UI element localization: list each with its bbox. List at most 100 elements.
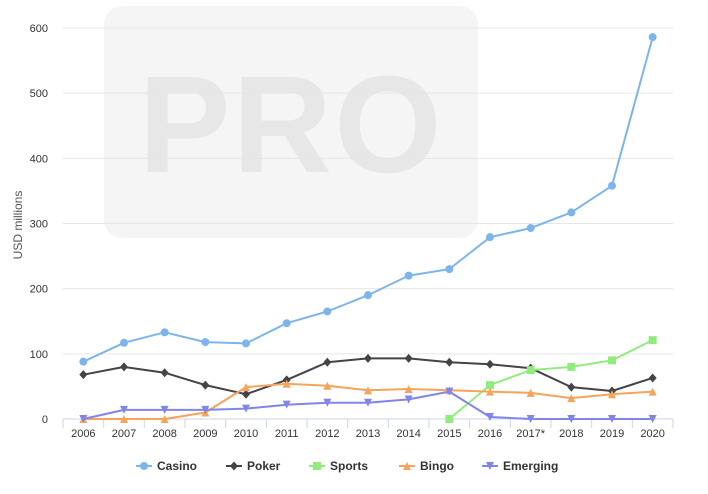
- legend-item-poker: Poker: [226, 459, 281, 473]
- legend: Casino Poker Sports Bingo Emerging: [136, 459, 558, 473]
- data-point-casino: [323, 307, 332, 316]
- x-tick-label: 2008: [152, 428, 176, 440]
- data-point-emerging: [201, 405, 210, 414]
- x-tick-label: 2019: [600, 428, 624, 440]
- series-bingo: [79, 379, 657, 423]
- series-casino: [79, 33, 657, 366]
- series-emerging: [79, 387, 657, 423]
- legend-marker-casino: [140, 462, 148, 470]
- y-tick-label: 300: [30, 219, 48, 231]
- data-point-sports: [648, 336, 657, 345]
- data-point-sports: [486, 381, 494, 390]
- data-point-bingo: [160, 415, 169, 423]
- data-point-casino: [79, 357, 88, 366]
- data-point-emerging: [404, 395, 413, 404]
- y-tick-label: 0: [42, 414, 48, 426]
- data-point-casino: [160, 328, 169, 337]
- series-line-sports: [448, 339, 654, 420]
- data-point-emerging: [567, 415, 576, 423]
- data-point-poker: [445, 357, 454, 367]
- legend-label-bingo: Bingo: [420, 459, 454, 473]
- legend-label-sports: Sports: [330, 459, 368, 473]
- y-tick-label: 100: [30, 349, 48, 361]
- x-tick-label: 2013: [356, 428, 380, 440]
- data-point-casino: [608, 181, 616, 190]
- data-point-emerging: [608, 415, 616, 423]
- data-point-casino: [404, 271, 413, 280]
- legend-item-casino: Casino: [136, 459, 197, 473]
- data-point-poker: [648, 373, 657, 383]
- x-tick-label: 2017*: [516, 428, 545, 440]
- legend-label-poker: Poker: [247, 459, 281, 473]
- data-point-emerging: [364, 398, 372, 407]
- legend-marker-poker: [230, 461, 238, 471]
- grid-lines: [63, 27, 673, 355]
- x-tick-label: 2011: [275, 428, 299, 440]
- data-point-casino: [201, 338, 210, 347]
- data-point-poker: [160, 368, 169, 378]
- data-point-poker: [364, 353, 372, 363]
- x-tick-label: 2010: [234, 428, 258, 440]
- legend-item-bingo: Bingo: [399, 459, 454, 473]
- legend-label-casino: Casino: [157, 459, 197, 473]
- data-point-emerging: [445, 387, 454, 396]
- data-point-casino: [120, 338, 128, 347]
- data-point-poker: [404, 353, 413, 363]
- legend-item-sports: Sports: [309, 459, 368, 473]
- legend-label-emerging: Emerging: [503, 459, 558, 473]
- data-point-casino: [445, 265, 454, 274]
- data-point-bingo: [120, 415, 128, 423]
- x-tick-label: 2007: [112, 428, 136, 440]
- data-point-casino: [526, 224, 535, 233]
- data-point-casino: [282, 319, 291, 328]
- x-tick-label: 2009: [193, 428, 217, 440]
- data-point-poker: [486, 359, 494, 369]
- data-point-casino: [648, 33, 657, 42]
- data-point-bingo: [648, 387, 657, 396]
- data-point-casino: [486, 233, 494, 242]
- data-point-emerging: [79, 415, 88, 423]
- data-point-bingo: [364, 386, 372, 395]
- data-point-emerging: [486, 413, 494, 422]
- data-point-poker: [323, 357, 332, 367]
- data-point-poker: [79, 370, 88, 380]
- y-axis: 0 100 200 300 400 500 600: [30, 23, 48, 426]
- data-point-sports: [445, 415, 454, 423]
- x-tick-label: 2012: [315, 428, 339, 440]
- x-tick-label: 2018: [559, 428, 583, 440]
- legend-item-emerging: Emerging: [482, 459, 558, 473]
- data-point-poker: [120, 362, 128, 372]
- data-point-bingo: [404, 385, 413, 394]
- legend-marker-emerging: [486, 462, 494, 470]
- y-axis-title: USD millions: [11, 191, 25, 260]
- data-point-poker: [567, 382, 576, 392]
- data-point-emerging: [323, 398, 332, 407]
- data-point-sports: [526, 366, 535, 375]
- data-point-emerging: [282, 400, 291, 409]
- legend-marker-bingo: [403, 462, 411, 470]
- data-point-emerging: [160, 405, 169, 414]
- watermark-text: PRO: [138, 48, 443, 202]
- series-layer: [79, 33, 657, 423]
- data-point-sports: [567, 362, 576, 371]
- data-point-bingo: [242, 383, 250, 392]
- y-tick-label: 200: [30, 284, 48, 296]
- data-point-poker: [242, 389, 250, 399]
- x-tick-label: 2014: [396, 428, 420, 440]
- data-point-emerging: [526, 415, 535, 423]
- x-tick-label: 2020: [640, 428, 664, 440]
- data-point-bingo: [567, 394, 576, 403]
- x-axis: 2006 2007 2008 2009 2010 2011 2012 2013 2014 2015…: [62, 418, 674, 440]
- x-tick-label: 2016: [478, 428, 502, 440]
- data-point-sports: [608, 356, 616, 365]
- data-point-emerging: [648, 415, 657, 423]
- x-tick-label: 2015: [437, 428, 461, 440]
- data-point-bingo: [282, 379, 291, 388]
- data-point-bingo: [526, 388, 535, 397]
- data-point-emerging: [242, 404, 250, 413]
- data-point-bingo: [486, 387, 494, 396]
- x-tick-label: 2006: [71, 428, 95, 440]
- data-point-bingo: [608, 390, 616, 399]
- legend-marker-sports: [313, 462, 321, 470]
